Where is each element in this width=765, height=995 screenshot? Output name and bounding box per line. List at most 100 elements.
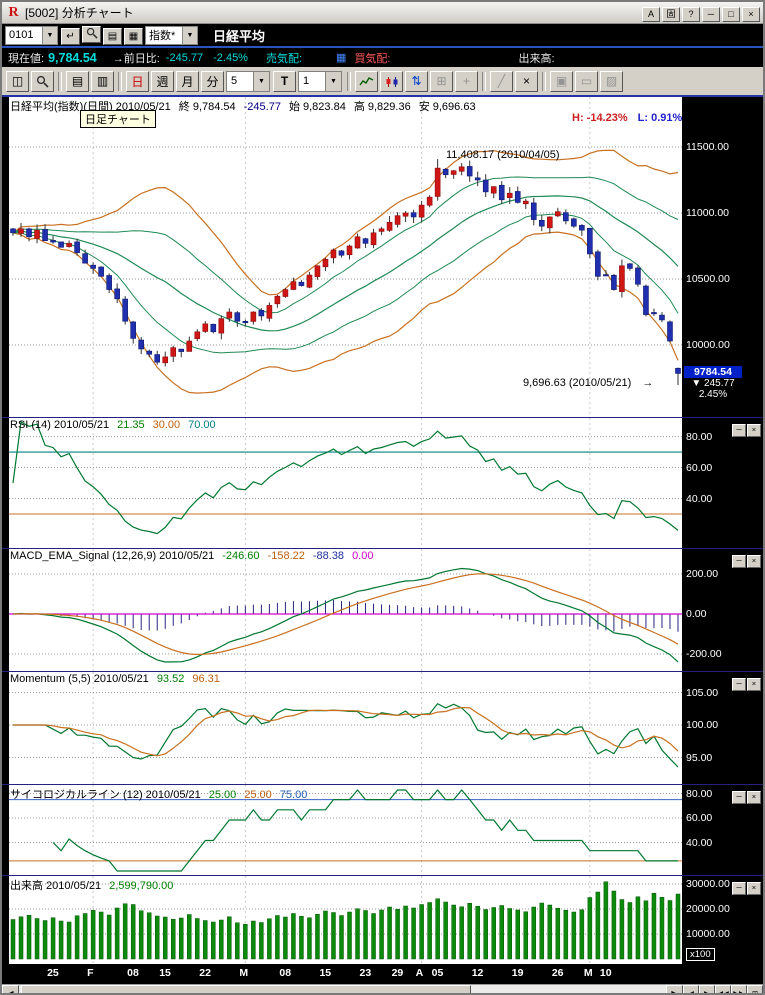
axis-label: 95.00 <box>686 751 713 764</box>
panel-minimize-button[interactable]: ─ <box>732 882 746 895</box>
volume-overlay-icon[interactable]: ⇅ <box>405 70 428 92</box>
bar-count-select[interactable]: 1 ▼ <box>298 70 342 92</box>
grid-toggle-icon[interactable]: ⊞ <box>430 70 453 92</box>
register-list-icon[interactable]: ▦ <box>124 27 143 45</box>
x-tick-label: M <box>239 967 249 979</box>
panel-window-buttons: ─ × <box>731 877 761 895</box>
bar-forward-button[interactable]: ▶ <box>699 985 715 993</box>
time-axis: 25 F 08 15 22 M 08 15 23 29 A 05 12 19 26 M 10 <box>2 964 763 984</box>
momentum-panel[interactable]: Momentum (5,5) 2010/05/21 93.52 96.31 105.… <box>2 671 763 784</box>
help-button[interactable]: ? <box>682 6 700 22</box>
jump-latest-button[interactable]: ▶▶ <box>731 985 747 993</box>
macd-chart[interactable] <box>2 549 763 671</box>
restore-layout-button[interactable]: ⊞ <box>747 985 763 993</box>
scrollbar-track[interactable] <box>19 985 666 993</box>
settings-icon[interactable]: ▨ <box>600 70 623 92</box>
header-value: -246.60 <box>222 550 260 562</box>
header-value: MACD_EMA_Signal (12,26,9) 2010/05/21 <box>10 550 215 562</box>
chevron-down-icon[interactable]: ▼ <box>42 26 57 44</box>
panel-minimize-button[interactable]: ─ <box>732 678 746 691</box>
axis-label: 60.00 <box>686 461 713 474</box>
scrollbar-thumb[interactable] <box>21 985 471 993</box>
rsi-panel[interactable]: RSI (14) 2010/05/21 21.35 30.00 70.00 80.00… <box>2 417 763 548</box>
panel-close-button[interactable]: × <box>747 424 761 437</box>
screenshot-icon[interactable]: ▣ <box>550 70 573 92</box>
zoom-icon[interactable] <box>31 70 54 92</box>
search-icon[interactable] <box>82 25 101 43</box>
psychological-chart[interactable] <box>2 785 763 875</box>
scroll-left-button[interactable]: ◀ <box>2 985 19 993</box>
axis-label: 105.00 <box>686 686 719 699</box>
save-chart-icon[interactable]: ▥ <box>91 70 114 92</box>
jump-oldest-button[interactable]: ◀◀ <box>715 985 731 993</box>
x-tick-label: A <box>415 967 424 979</box>
low-annotation: 9,696.63 (2010/05/21) → <box>523 377 654 389</box>
tick-button[interactable]: T <box>273 70 296 92</box>
pin-window-button[interactable]: 固 <box>662 6 680 22</box>
axis-label: 60.00 <box>686 812 713 824</box>
panel-close-button[interactable]: × <box>747 678 761 691</box>
period-month-button[interactable]: 月 <box>176 70 199 92</box>
comment-icon[interactable]: ▭ <box>575 70 598 92</box>
daily-chart-tooltip: 日足チャート <box>80 110 156 128</box>
chart-scrollbar[interactable]: ◀ ▶ ◀ ▶ ◀◀ ▶▶ ⊞ <box>2 984 763 993</box>
axis-label: 11500.00 <box>686 141 730 153</box>
titlebar[interactable]: R [5002] 分析チャート A 固? ─ □ × <box>2 2 763 24</box>
delete-drawing-icon[interactable]: × <box>515 70 538 92</box>
chart-stack: 日経平均(指数)(日間) 2010/05/21 終 9,784.54 -245.77… <box>2 95 763 964</box>
crosshair-icon[interactable]: + <box>455 70 478 92</box>
chevron-down-icon[interactable]: ▼ <box>182 26 197 44</box>
panel-minimize-button[interactable]: ─ <box>732 424 746 437</box>
edit-list-icon[interactable]: ▤ <box>103 27 122 45</box>
psychological-line-panel[interactable]: サイコロジカルライン (12) 2010/05/21 25.00 25.00 75.0… <box>2 784 763 875</box>
period-week-button[interactable]: 週 <box>151 70 174 92</box>
header-value: 2,599,790.00 <box>109 880 174 892</box>
marker-price: 9784.54 <box>684 366 742 379</box>
new-window-icon[interactable]: ◫ <box>6 70 29 92</box>
panel-close-button[interactable]: × <box>747 791 761 804</box>
axis-label: 30000.00 <box>686 878 730 890</box>
axis-label: 40.00 <box>686 836 713 849</box>
close-button[interactable]: × <box>742 6 760 22</box>
toolbar-separator <box>347 71 351 91</box>
panel-window-buttons: ─ × <box>731 786 761 804</box>
x-tick-label: 15 <box>319 967 332 979</box>
candlestick-chart[interactable] <box>2 97 763 417</box>
volume-panel[interactable]: 出来高 2010/05/21 2,599,790.00 30000.00 20000… <box>2 875 763 964</box>
header-value: -88.38 <box>312 550 345 562</box>
index-combo[interactable]: 指数* ▼ <box>145 25 198 45</box>
main-chart-panel[interactable]: 日経平均(指数)(日間) 2010/05/21 終 9,784.54 -245.77… <box>2 95 763 417</box>
high-low-readout: H: -14.23% L: 0.91% <box>562 112 682 124</box>
volume-chart[interactable] <box>2 876 763 964</box>
momentum-chart[interactable] <box>2 672 763 784</box>
line-chart-icon[interactable] <box>355 70 378 92</box>
header-value: 0.00 <box>352 550 374 562</box>
minute-interval-select[interactable]: 5 ▼ <box>226 70 270 92</box>
peak-annotation: 11,408.17 (2010/04/05) <box>446 149 560 161</box>
font-button[interactable]: A <box>642 6 660 22</box>
axis-label: 80.00 <box>686 787 713 800</box>
x-tick-label: F <box>87 967 94 979</box>
chevron-down-icon[interactable]: ▼ <box>325 71 341 91</box>
period-day-button[interactable]: 日 <box>126 70 149 92</box>
rsi-chart[interactable] <box>2 418 763 548</box>
panel-minimize-button[interactable]: ─ <box>732 791 746 804</box>
scroll-right-button[interactable]: ▶ <box>666 985 683 993</box>
maximize-button[interactable]: □ <box>722 6 740 22</box>
period-minute-button[interactable]: 分 <box>201 70 224 92</box>
candlestick-chart-icon[interactable] <box>380 70 403 92</box>
panel-close-button[interactable]: × <box>747 555 761 568</box>
code-combo[interactable]: 0101 ▼ <box>5 25 58 45</box>
copy-chart-icon[interactable]: ▤ <box>66 70 89 92</box>
chevron-down-icon[interactable]: ▼ <box>253 71 269 91</box>
trendline-tool-icon[interactable]: ╱ <box>490 70 513 92</box>
x-tick-label: 08 <box>127 967 139 979</box>
apply-code-icon[interactable]: ↵ <box>61 27 80 45</box>
minimize-button[interactable]: ─ <box>702 6 720 22</box>
panel-minimize-button[interactable]: ─ <box>732 555 746 568</box>
titlebar-buttons: A 固? ─ □ × <box>640 4 760 22</box>
bar-back-button[interactable]: ◀ <box>683 985 699 993</box>
macd-panel[interactable]: MACD_EMA_Signal (12,26,9) 2010/05/21 -246… <box>2 548 763 671</box>
panel-close-button[interactable]: × <box>747 882 761 895</box>
marker-change: ▼ 245.77 <box>691 378 735 390</box>
